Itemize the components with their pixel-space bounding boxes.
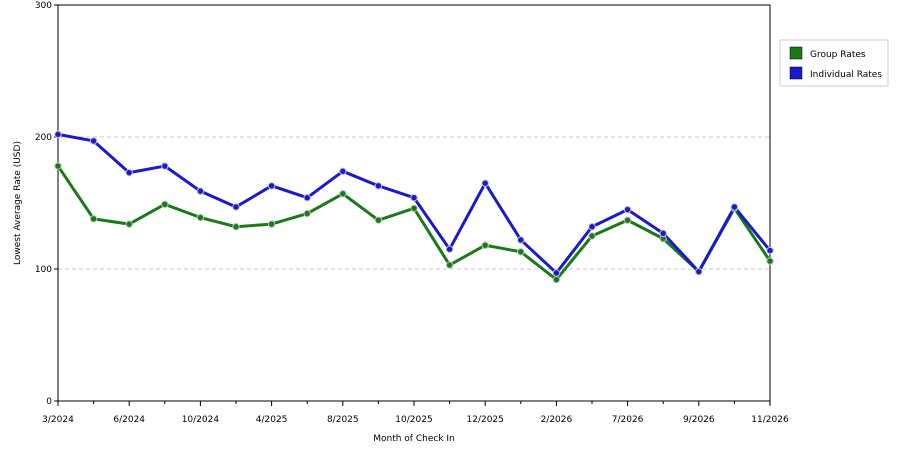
data-point-group-rates-4-2024 — [89, 215, 98, 223]
data-point-group-rates-4-2025 — [267, 220, 276, 228]
data-point-individual-rates-8-2026 — [659, 229, 667, 238]
data-point-individual-rates-9-2026 — [695, 267, 703, 276]
x-tick-label-3-2024: 3/2024 — [42, 415, 74, 425]
x-tick-label-8-2025: 8/2025 — [327, 415, 359, 425]
y-tick-label-200: 200 — [35, 133, 52, 143]
data-point-individual-rates-1-2026 — [517, 236, 525, 244]
data-point-group-rates-3-2026 — [588, 232, 596, 240]
data-point-group-rates-5-2025 — [303, 209, 311, 218]
data-point-group-rates-11-2024 — [232, 223, 240, 231]
data-point-individual-rates-11-2024 — [232, 203, 240, 211]
data-point-individual-rates-9-2025 — [374, 182, 383, 190]
legend: Group Rates Individual Rates — [779, 39, 889, 87]
x-tick-label-2-2026: 2/2026 — [541, 415, 573, 425]
data-point-group-rates-6-2024 — [125, 220, 133, 228]
data-point-group-rates-7-2026 — [623, 216, 632, 224]
x-tick-label-7-2026: 7/2026 — [612, 415, 644, 425]
data-point-individual-rates-10-2024 — [196, 187, 205, 195]
x-tick-label-12-2025: 12/2025 — [467, 415, 504, 425]
data-point-individual-rates-11-2025 — [445, 245, 454, 253]
data-point-individual-rates-8-2025 — [339, 167, 347, 176]
data-point-individual-rates-7-2026 — [623, 205, 632, 214]
x-axis-title: Month of Check In — [373, 434, 455, 444]
x-tick-label-11-2026: 11/2026 — [751, 415, 789, 425]
legend-label-individual-rates: Individual Rates — [810, 70, 882, 80]
x-tick-label-10-2025: 10/2025 — [395, 415, 432, 425]
data-point-individual-rates-2-2026 — [552, 269, 561, 277]
series-line-group-rates — [56, 164, 772, 282]
data-point-group-rates-1-2026 — [517, 248, 525, 256]
data-point-individual-rates-11-2026 — [766, 246, 774, 255]
axis-layer: 0 100 200 300 3/2024 6/2024 10/2024 4/2025 8/202… — [35, 1, 789, 425]
data-point-individual-rates-3-2026 — [588, 223, 596, 231]
data-point-group-rates-7-2024 — [161, 200, 169, 209]
y-axis-title: Lowest Average Rate (USD) — [13, 141, 23, 265]
data-point-individual-rates-4-2024 — [89, 137, 98, 145]
data-point-individual-rates-5-2025 — [303, 194, 311, 202]
data-point-group-rates-10-2025 — [410, 204, 418, 212]
x-tick-label-10-2024: 10/2024 — [182, 415, 220, 425]
data-point-group-rates-10-2024 — [196, 213, 205, 222]
data-point-individual-rates-3-2024 — [54, 130, 62, 139]
series-layer — [54, 130, 774, 284]
data-point-group-rates-2-2026 — [552, 275, 561, 284]
data-point-group-rates-11-2026 — [766, 257, 774, 265]
data-point-individual-rates-4-2025 — [267, 182, 276, 190]
x-tick-label-4-2025: 4/2025 — [256, 415, 288, 425]
data-point-individual-rates-10-2026 — [730, 203, 739, 211]
data-point-individual-rates-6-2024 — [125, 168, 133, 177]
data-point-group-rates-3-2024 — [54, 162, 62, 170]
data-point-individual-rates-12-2025 — [481, 179, 489, 187]
y-tick-label-300: 300 — [35, 1, 52, 11]
y-tick-label-100: 100 — [35, 265, 52, 275]
x-tick-label-6-2024: 6/2024 — [113, 415, 145, 425]
legend-swatch-individual-rates — [789, 66, 803, 80]
data-point-group-rates-12-2025 — [481, 241, 489, 249]
data-point-group-rates-9-2025 — [374, 216, 383, 224]
x-tick-label-9-2026: 9/2026 — [683, 415, 715, 425]
data-point-group-rates-11-2025 — [445, 261, 454, 269]
legend-swatch-group-rates — [789, 46, 803, 60]
data-point-individual-rates-10-2025 — [410, 194, 418, 202]
legend-label-group-rates: Group Rates — [810, 50, 866, 60]
data-point-group-rates-8-2025 — [339, 190, 347, 198]
y-tick-label-0: 0 — [46, 397, 52, 407]
data-point-individual-rates-7-2024 — [161, 162, 169, 170]
